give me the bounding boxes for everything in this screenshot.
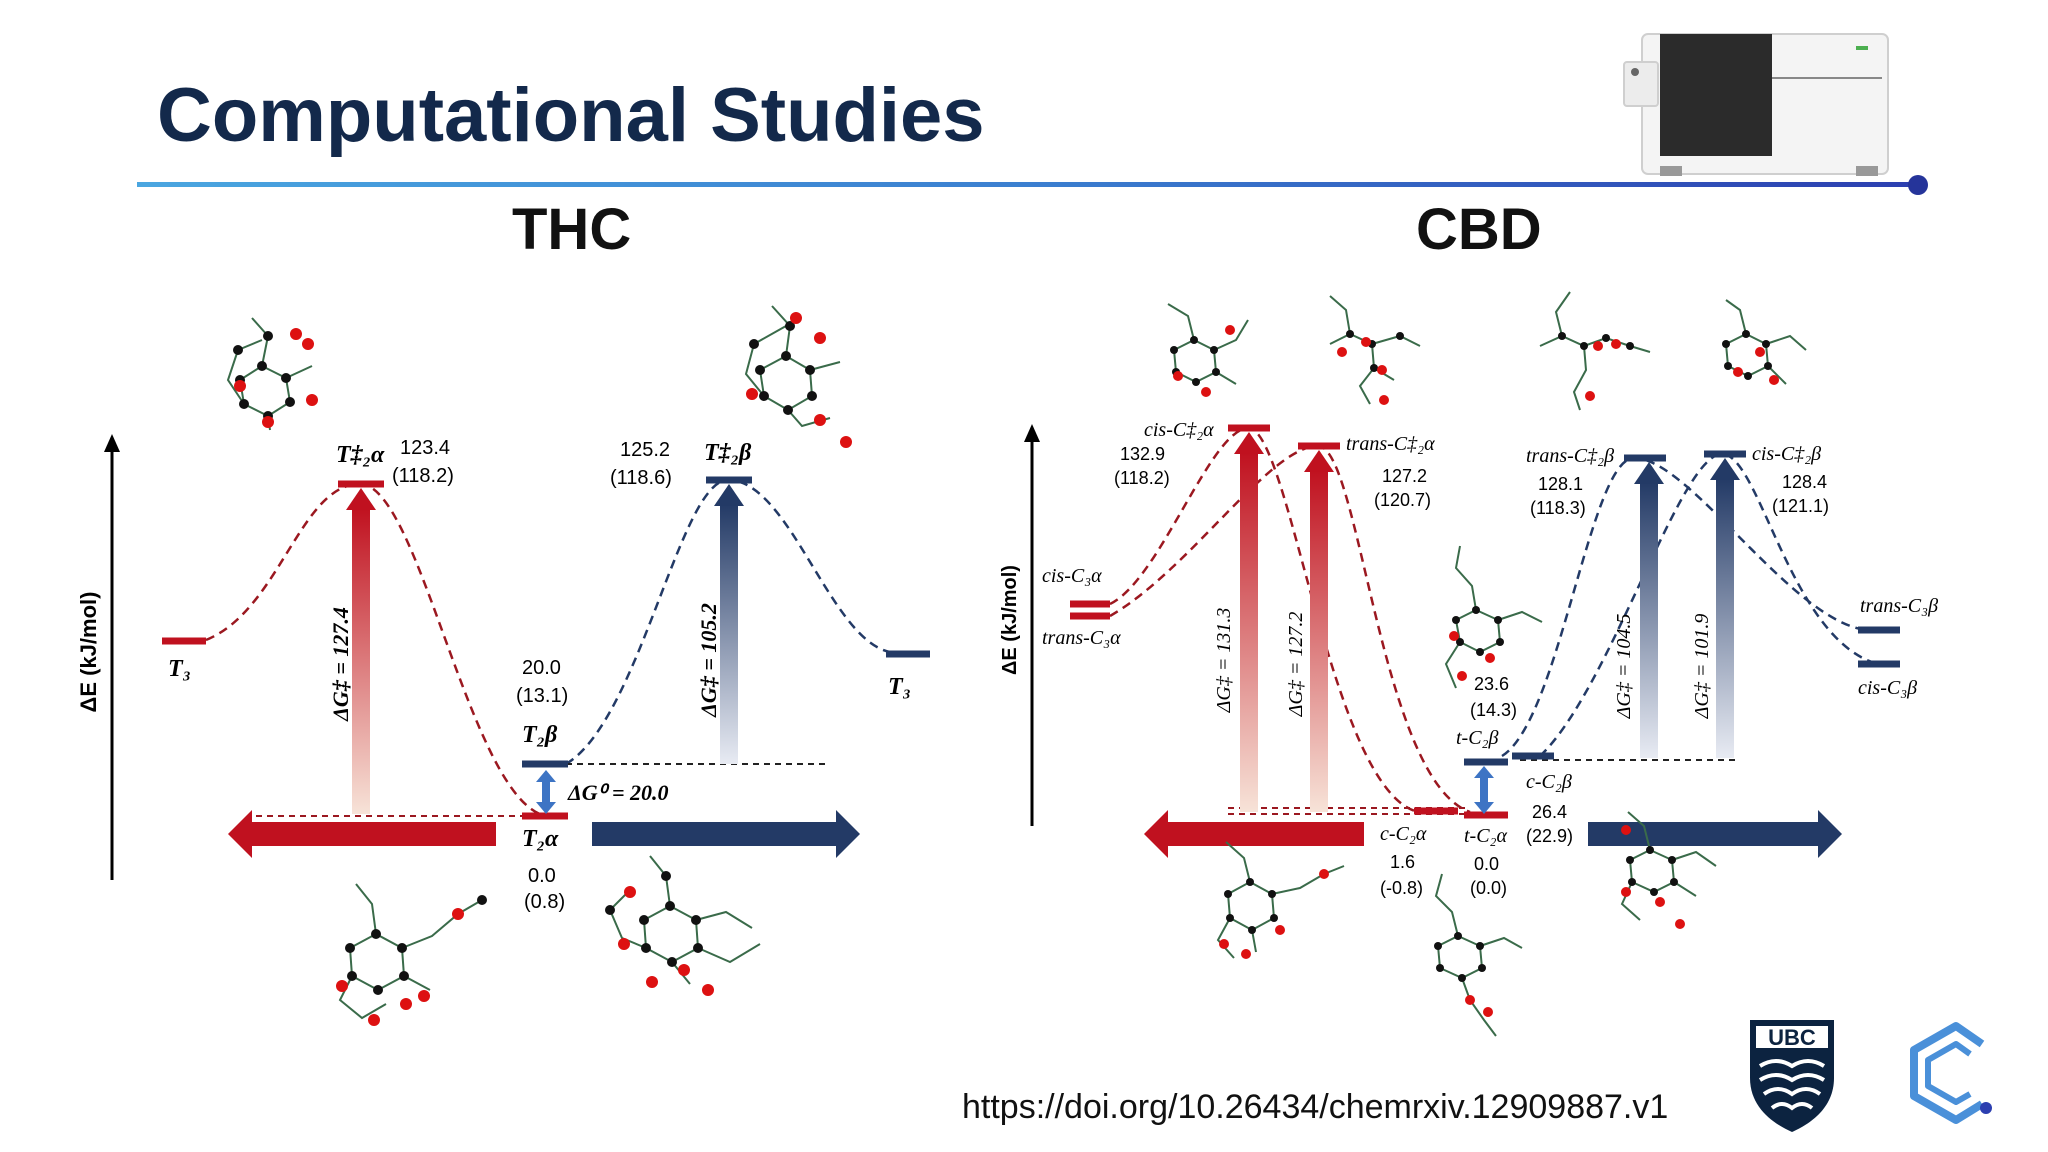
- cbd-cis-ts2a-label: cis-C‡₂α: [1144, 419, 1214, 441]
- cbd-barrier-arrow-2: [1310, 470, 1328, 812]
- thc-t2b-gibbs: (13.1): [516, 685, 568, 707]
- cbd-trans-ts2a-gibbs: (120.7): [1374, 490, 1431, 510]
- cbd-c-c2a-molecule: [1216, 841, 1345, 959]
- cbd-dg2-label: ΔG‡ = 127.2: [1285, 612, 1307, 718]
- cbd-dg1-label: ΔG‡ = 131.3: [1213, 608, 1235, 714]
- thc-yaxis-label: ΔE (kJ/mol): [76, 592, 101, 713]
- thc-t2a-molecule: [336, 883, 487, 1026]
- thc-dg-beta-label: ΔG‡ = 105.2: [696, 603, 721, 718]
- cbd-t-c2a-label: t-C₂α: [1464, 825, 1508, 847]
- thc-beta-pathway: [565, 478, 891, 766]
- cbd-cis-ts2b-energy: 128.4: [1782, 472, 1827, 492]
- cbd-heading: CBD: [1416, 197, 1542, 262]
- cbd-t-c2a-gibbs: (0.0): [1470, 878, 1507, 898]
- cbd-barrier-arrow-1: [1240, 452, 1258, 812]
- thc-ts-beta-gibbs: (118.6): [610, 467, 672, 489]
- thc-yaxis-arrowhead: [104, 434, 120, 452]
- cbd-cis-c3b-label: cis-C₃β: [1858, 677, 1917, 699]
- cbd-c-c2b-energy: 26.4: [1532, 802, 1567, 822]
- cbd-trans-ts2b-energy: 128.1: [1538, 474, 1583, 494]
- cbd-trans-ts2b-molecule: [1539, 291, 1651, 411]
- thc-t3-left-label: T₃: [168, 656, 191, 682]
- cbd-diagram: ΔE (kJ/mol): [999, 291, 1938, 1037]
- cbd-right-arrow: [1588, 810, 1842, 858]
- thc-heading: THC: [512, 197, 632, 262]
- thc-t2a-gibbs: (0.8): [524, 891, 565, 913]
- cbd-cis-ts2a-molecule: [1167, 303, 1249, 397]
- cbd-trans-ts2a-label: trans-C‡₂α: [1346, 433, 1435, 455]
- cbd-dg3-label: ΔG‡ = 104.5: [1613, 614, 1635, 720]
- cbd-cis-ts2a-energy: 132.9: [1120, 444, 1165, 464]
- thc-dg0-arrow: [542, 780, 550, 804]
- cbd-barrier-arrow-4: [1716, 478, 1734, 758]
- cbd-t-c2b-gibbs: (14.3): [1470, 700, 1517, 720]
- cbd-cis-alpha-pathway: [1109, 426, 1419, 814]
- thc-dg0-label: ΔG⁰ = 20.0: [567, 780, 669, 805]
- cbd-cis-ts2b-gibbs: (121.1): [1772, 496, 1829, 516]
- thc-ts-alpha-gibbs: (118.2): [392, 465, 454, 487]
- cbd-barrier-arrow-3: [1640, 482, 1658, 758]
- cbd-t-c2a-molecule: [1434, 873, 1523, 1037]
- instrument-illustration: [1623, 33, 1889, 176]
- cbd-trans-alpha-pathway: [1109, 444, 1471, 814]
- cbd-cis-c3a-label: cis-C₃α: [1042, 565, 1102, 587]
- thc-right-arrow: [592, 810, 860, 858]
- cbd-trans-c3b-label: trans-C₃β: [1860, 595, 1938, 617]
- cbd-c-c2a-energy: 1.6: [1390, 852, 1415, 872]
- thc-ts-alpha-energy: 123.4: [400, 437, 450, 459]
- thc-ts-alpha-label: T‡₂α: [336, 442, 385, 468]
- cbd-t-c2b-label: t-C₂β: [1456, 727, 1499, 749]
- cbd-trans-c3a-label: trans-C₃α: [1042, 627, 1121, 649]
- ubc-logo: UBC: [1750, 1020, 1834, 1132]
- cbd-c-c2a-gibbs: (-0.8): [1380, 878, 1423, 898]
- doi-link[interactable]: https://doi.org/10.26434/chemrxiv.129098…: [962, 1088, 1669, 1126]
- thc-ts-beta-molecule: [744, 305, 852, 448]
- title-underline: [137, 182, 1919, 187]
- cbd-cis-ts2a-gibbs: (118.2): [1114, 468, 1170, 488]
- cbd-c-c2b-label: c-C₂β: [1526, 771, 1572, 793]
- thc-t2a-label: T₂α: [522, 826, 559, 852]
- thc-ts-beta-label: T‡₂β: [704, 440, 752, 466]
- cbd-t-c2a-energy: 0.0: [1474, 854, 1499, 874]
- ubc-logo-text: UBC: [1768, 1025, 1816, 1050]
- thc-alpha-pathway: [205, 482, 547, 818]
- cbd-cis-ts2b-label: cis-C‡₂β: [1752, 443, 1821, 465]
- cbd-c-c2b-gibbs: (22.9): [1526, 826, 1573, 846]
- page-title: Computational Studies: [157, 73, 985, 158]
- thc-diagram: ΔE (kJ/mol) T₃ T₃ T‡₂α 123.4 (118.2) T‡₂…: [76, 305, 930, 1026]
- title-underline-dot: [1908, 175, 1928, 195]
- cbd-trans-ts2a-molecule: [1329, 295, 1421, 405]
- thc-t2b-molecule: [605, 855, 761, 996]
- cbd-cis-ts2b-molecule: [1722, 299, 1807, 385]
- cbd-yaxis-label: ΔE (kJ/mol): [999, 565, 1021, 675]
- thc-left-arrow: [228, 810, 496, 858]
- cbd-trans-ts2b-gibbs: (118.3): [1530, 498, 1586, 518]
- thc-beta-barrier-arrow: [720, 504, 738, 764]
- cbd-trans-ts2a-energy: 127.2: [1382, 466, 1427, 486]
- c-brand-logo: [1910, 1022, 1992, 1124]
- cbd-yaxis-arrowhead: [1024, 424, 1040, 442]
- thc-ts-alpha-molecule: [226, 317, 318, 431]
- thc-dg-alpha-label: ΔG‡ = 127.4: [328, 607, 353, 722]
- thc-ts-beta-energy: 125.2: [620, 439, 670, 461]
- thc-alpha-barrier-arrow: [352, 508, 370, 814]
- cbd-t-c2b-energy: 23.6: [1474, 674, 1509, 694]
- thc-t2b-energy: 20.0: [522, 657, 561, 679]
- cbd-dg4-label: ΔG‡ = 101.9: [1691, 614, 1713, 720]
- cbd-t-c2b-molecule: [1444, 545, 1543, 689]
- cbd-cis-beta-pathway: [1539, 452, 1879, 757]
- cbd-c-c2a-label: c-C₂α: [1380, 823, 1427, 845]
- thc-t2b-label: T₂β: [522, 722, 558, 748]
- thc-t3-right-label: T₃: [888, 674, 911, 700]
- cbd-trans-ts2b-label: trans-C‡₂β: [1526, 445, 1614, 467]
- cbd-left-arrow: [1144, 810, 1364, 858]
- thc-t2a-energy: 0.0: [528, 865, 556, 887]
- cbd-dg0-arrow: [1480, 776, 1488, 804]
- cbd-c-c2b-molecule: [1620, 811, 1717, 929]
